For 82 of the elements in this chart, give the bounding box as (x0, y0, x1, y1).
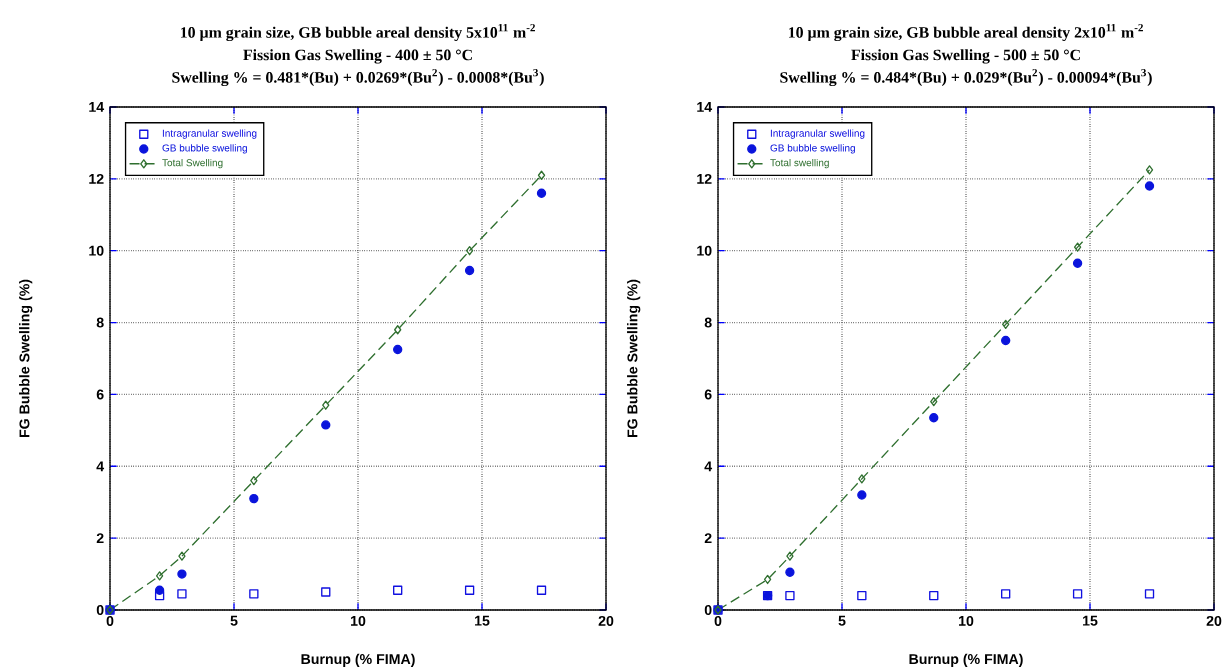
x-axis-title: Burnup (% FIMA) (909, 653, 1023, 667)
point (464, 265, 475, 276)
point (1145, 165, 1154, 175)
point (857, 590, 867, 601)
point (1001, 335, 1011, 346)
point (321, 587, 331, 597)
y-axis-title: FG Bubble Swelling (%) (19, 279, 33, 438)
x-tick-label: 0 (714, 615, 722, 626)
point (930, 396, 938, 407)
point (1073, 242, 1082, 252)
legend-label: Total Swelling (162, 158, 223, 169)
y-tick-label: 12 (697, 173, 712, 184)
point (178, 551, 186, 561)
y-tick-label: 4 (96, 461, 105, 472)
point (322, 400, 330, 410)
point (1072, 589, 1083, 599)
legend-label: GB bubble swelling (162, 144, 247, 154)
point (393, 344, 403, 355)
point (321, 420, 331, 430)
x-tick-label: 5 (838, 615, 846, 626)
text: Swelling % = 0.484*(Bu) + 0.029*(Bu$^{2}$) - 0.00094*(Bu$^{3}$) (780, 68, 1152, 87)
legend-label: Intragranular swelling (162, 129, 257, 139)
text: Swelling % = 0.481*(Bu) + 0.0269*(Bu$^{2}$) - 0.0008*(Bu$^{3}$) (172, 68, 544, 87)
x-tick-label: 0 (106, 615, 114, 626)
y-axis-title: FG Bubble Swelling (%) (627, 279, 641, 438)
chart-subtitle: Fission Gas Swelling - 500 ± 50 °C (851, 49, 1080, 64)
legend-label: Intragranular swelling (770, 129, 865, 139)
point (536, 188, 547, 198)
point (154, 590, 165, 601)
y-tick-label: 2 (96, 533, 104, 544)
y-tick-label: 0 (704, 604, 712, 615)
legend-label: Total swelling (770, 158, 829, 169)
point (1072, 258, 1083, 268)
point (154, 585, 165, 595)
point (763, 574, 772, 585)
y-tick-label: 14 (89, 102, 105, 112)
x-tick-label: 10 (959, 615, 974, 626)
y-tick-label: 6 (96, 389, 104, 400)
legend-label: GB bubble swelling (770, 144, 855, 154)
point (536, 585, 547, 595)
point (394, 325, 402, 335)
point (177, 589, 187, 599)
x-tick-label: 20 (1206, 615, 1222, 626)
x-tick-label: 20 (598, 615, 614, 626)
point (1002, 319, 1010, 330)
point (929, 413, 939, 423)
x-tick-label: 10 (351, 615, 366, 626)
y-tick-label: 4 (704, 461, 713, 472)
y-tick-label: 10 (89, 245, 104, 256)
chart-title: 10 µm grain size, GB bubble areal density 5x10$^{11}$ m$^{-2}$ (181, 23, 535, 42)
point (465, 246, 474, 256)
point (858, 474, 866, 484)
x-tick-label: 15 (1083, 615, 1098, 626)
point (929, 590, 939, 601)
x-axis-title: Burnup (% FIMA) (301, 653, 415, 667)
y-tick-label: 8 (704, 317, 712, 328)
y-tick-label: 8 (96, 317, 104, 328)
y-tick-label: 6 (704, 389, 712, 400)
x-tick-label: 15 (475, 615, 490, 626)
point (785, 590, 795, 601)
point (857, 490, 867, 500)
point (177, 569, 187, 579)
y-tick-label: 12 (89, 173, 104, 184)
y-tick-label: 2 (704, 533, 712, 544)
point (1001, 589, 1011, 599)
point (393, 585, 403, 595)
chart-subtitle: Fission Gas Swelling - 400 ± 50 °C (243, 49, 472, 64)
point (155, 571, 164, 581)
y-tick-label: 14 (697, 102, 713, 112)
point (786, 551, 794, 561)
point (537, 170, 546, 180)
point (1144, 589, 1155, 599)
point (1144, 181, 1155, 191)
point (785, 567, 795, 577)
point (250, 475, 258, 486)
y-tick-label: 0 (96, 604, 104, 615)
y-tick-label: 10 (697, 245, 712, 256)
point (464, 585, 475, 595)
point (249, 493, 259, 504)
chart-title: 10 µm grain size, GB bubble areal density 2x10$^{11}$ m$^{-2}$ (789, 23, 1143, 42)
x-tick-label: 5 (230, 615, 238, 626)
point (249, 589, 259, 599)
